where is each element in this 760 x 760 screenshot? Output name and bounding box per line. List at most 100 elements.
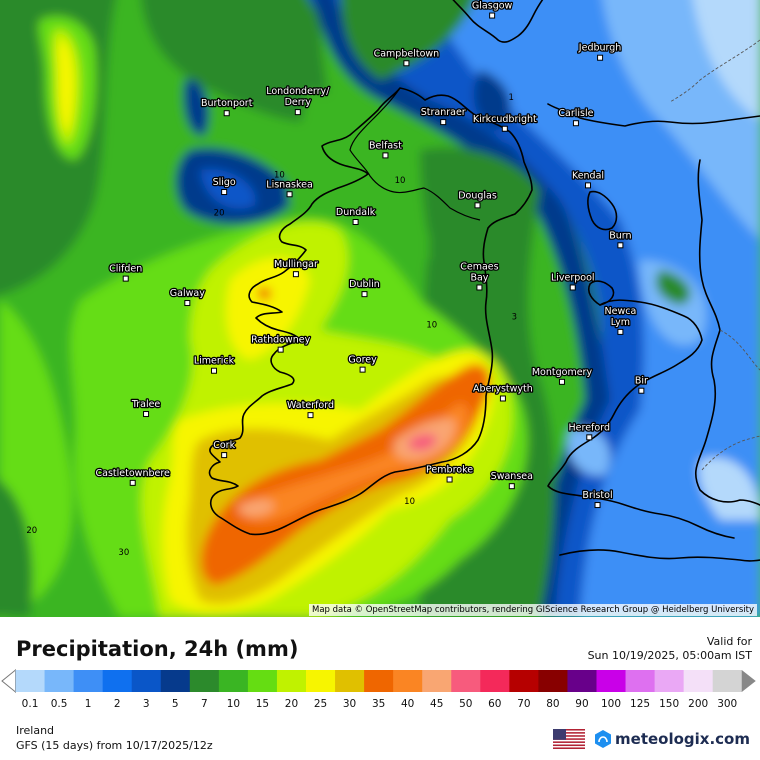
legend-swatch bbox=[44, 670, 74, 692]
legend-swatch bbox=[538, 670, 568, 692]
city-dot bbox=[474, 202, 481, 209]
city-marker: Burn bbox=[608, 229, 633, 249]
city-markers: Glasgow Campbeltown Jedburgh Burtonport Lond… bbox=[94, 0, 649, 509]
city-marker: Mullingar bbox=[273, 258, 319, 278]
city-dot bbox=[221, 452, 228, 459]
city-dot bbox=[403, 60, 410, 67]
city-dot bbox=[292, 271, 299, 278]
admin-boundaries bbox=[669, 39, 760, 471]
legend-swatch bbox=[218, 670, 249, 692]
border-lines bbox=[349, 87, 481, 221]
city-label: Bristol bbox=[582, 490, 612, 501]
us-flag-icon[interactable] bbox=[553, 729, 586, 749]
legend-swatch bbox=[509, 670, 539, 692]
legend-swatch bbox=[712, 670, 743, 692]
city-label: Sligo bbox=[213, 177, 236, 188]
city-dot bbox=[476, 284, 483, 291]
city-marker: Stranraer bbox=[419, 106, 467, 126]
legend-swatch bbox=[422, 670, 452, 692]
legend-swatch bbox=[189, 670, 220, 692]
legend-tick-label: 60 bbox=[488, 698, 501, 710]
city-dot bbox=[446, 476, 453, 483]
city-dot bbox=[617, 242, 624, 249]
city-dot bbox=[594, 502, 601, 509]
legend-tick-label: 45 bbox=[430, 698, 443, 710]
map-canvas: 1 10 10 20 3 10 10 20 30 Glasgow Campbeltown Jedbu… bbox=[0, 0, 760, 617]
precipitation-field bbox=[0, 0, 760, 617]
city-dot bbox=[307, 412, 314, 419]
city-label: Waterford bbox=[287, 400, 334, 411]
city-marker: Bristol bbox=[581, 489, 614, 509]
city-marker: Castletownbere bbox=[94, 467, 171, 486]
city-marker: Clifden bbox=[108, 262, 144, 282]
city-marker: Waterford bbox=[286, 399, 335, 419]
legend-tick-label: 100 bbox=[601, 698, 621, 710]
city-marker: Campbeltown bbox=[372, 47, 440, 67]
city-label: Bay bbox=[470, 272, 488, 283]
city-label: Cemaes bbox=[460, 261, 498, 272]
city-label: Newca bbox=[605, 306, 637, 317]
legend-swatch bbox=[625, 670, 655, 692]
city-label: Pembroke bbox=[426, 465, 473, 476]
city-label: Hereford bbox=[569, 422, 610, 433]
isoline-label: 3 bbox=[512, 313, 517, 323]
city-label: Campbeltown bbox=[374, 48, 440, 59]
city-marker: Hereford bbox=[567, 421, 611, 441]
legend-tick-label: 7 bbox=[201, 698, 208, 710]
legend-tick-label: 2 bbox=[114, 698, 121, 710]
city-dot bbox=[294, 109, 301, 116]
city-dot bbox=[558, 378, 565, 385]
legend-swatch bbox=[131, 670, 162, 692]
city-dot bbox=[597, 54, 604, 61]
city-marker: Dundalk bbox=[335, 206, 377, 225]
legend-arrow-left bbox=[1, 668, 16, 694]
city-dot bbox=[286, 191, 293, 198]
city-label: Galway bbox=[170, 288, 205, 299]
city-label: Rathdowney bbox=[251, 335, 310, 346]
color-scale-legend: 0.1 0.5 1 2 3 5 7 10 15 20 25 30 35 40 45 50 60 70 80 90 100… bbox=[1, 668, 756, 710]
legend-swatch bbox=[393, 670, 423, 692]
city-label: Gorey bbox=[348, 355, 377, 366]
city-dot bbox=[184, 300, 191, 307]
city-marker: Jedburgh bbox=[577, 41, 623, 61]
city-marker: Glasgow bbox=[471, 0, 514, 19]
valid-for-label: Valid for bbox=[706, 635, 752, 648]
isoline-labels: 1 10 10 20 3 10 10 20 30 bbox=[26, 93, 517, 558]
city-label: Tralee bbox=[131, 399, 161, 410]
legend-tick-label: 300 bbox=[717, 698, 737, 710]
city-marker: Sligo bbox=[211, 176, 237, 196]
isoline-label: 20 bbox=[214, 208, 225, 218]
legend-tick-label: 3 bbox=[143, 698, 150, 710]
legend-tick-label: 30 bbox=[343, 698, 356, 710]
legend-tick-label: 1 bbox=[85, 698, 92, 710]
city-label: Clifden bbox=[109, 264, 142, 275]
legend-swatch bbox=[364, 670, 394, 692]
city-label: Derry bbox=[285, 97, 312, 108]
precipitation-map[interactable]: 1 10 10 20 3 10 10 20 30 Glasgow Campbeltown Jedbu… bbox=[0, 0, 760, 617]
city-dot bbox=[440, 119, 447, 126]
city-label: Liverpool bbox=[551, 272, 595, 283]
isoline-label: 1 bbox=[508, 93, 513, 103]
legend-swatch bbox=[160, 670, 191, 692]
legend-tick-label: 10 bbox=[227, 698, 240, 710]
city-marker: Rathdowney bbox=[250, 333, 312, 353]
city-marker: Burtonport bbox=[200, 97, 254, 117]
city-label: Burtonport bbox=[201, 98, 253, 109]
city-marker: Bir bbox=[634, 374, 649, 394]
legend-arrow-right bbox=[741, 670, 756, 692]
city-dot bbox=[221, 189, 228, 196]
city-marker: Galway bbox=[169, 287, 207, 307]
map-attribution: Map data © OpenStreetMap contributors, r… bbox=[309, 604, 757, 616]
city-dot bbox=[143, 411, 150, 418]
legend-swatch bbox=[102, 670, 133, 692]
city-marker: Kirkcudbright bbox=[472, 112, 538, 132]
legend-swatch bbox=[247, 670, 278, 692]
legend-tick-label: 0.1 bbox=[22, 698, 39, 710]
legend-swatch bbox=[451, 670, 481, 692]
city-marker: Montgomery bbox=[531, 366, 594, 385]
legend-tick-label: 25 bbox=[314, 698, 327, 710]
city-dot bbox=[617, 328, 624, 335]
city-dot bbox=[122, 275, 129, 282]
brand[interactable]: meteologix.com bbox=[553, 729, 750, 749]
legend-tick-label: 150 bbox=[659, 698, 679, 710]
